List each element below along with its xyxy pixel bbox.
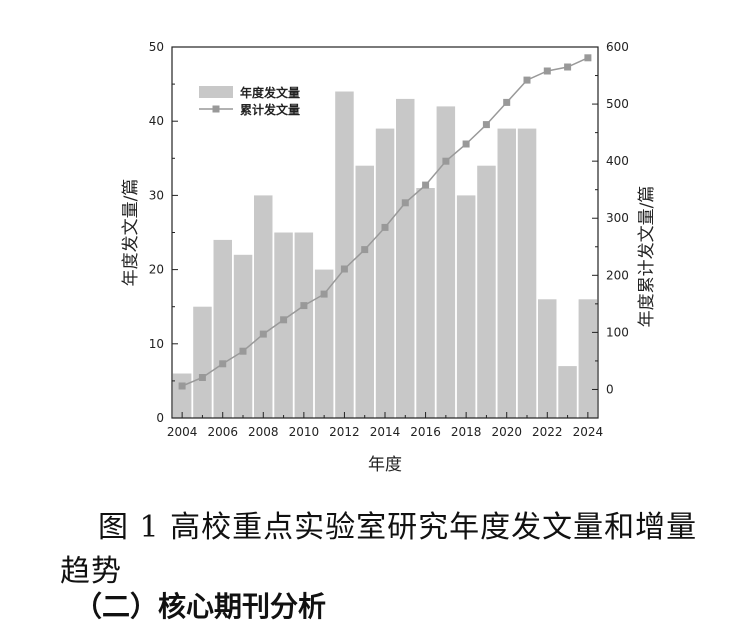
cumulative-point-2007: [239, 347, 247, 355]
bar-2013: [355, 165, 374, 418]
figure-caption: 图 1 高校重点实验室研究年度发文量和增量趋势: [60, 510, 698, 589]
bar-2018: [456, 195, 476, 418]
x-tick-label: 2012: [329, 425, 360, 439]
cumulative-point-2022: [543, 67, 551, 75]
x-tick-label: 2020: [491, 425, 522, 439]
cumulative-point-2005: [198, 374, 206, 381]
cumulative-point-2017: [442, 157, 450, 165]
cumulative-point-2009: [280, 316, 288, 324]
cumulative-point-2006: [219, 360, 227, 368]
cumulative-point-2019: [482, 121, 490, 129]
bar-2011: [314, 269, 334, 418]
bar-2004: [172, 373, 192, 418]
bar-2017: [436, 106, 456, 419]
cumulative-point-2014: [381, 223, 389, 231]
bar-2016: [416, 188, 435, 418]
bar-2020: [497, 128, 516, 418]
bar-2015: [396, 98, 415, 419]
x-tick-label: 2018: [451, 425, 482, 439]
right-y-tick-label: 400: [606, 154, 629, 168]
right-y-tick-label: 600: [606, 40, 629, 54]
cumulative-point-2015: [401, 199, 409, 207]
cumulative-point-2024: [584, 54, 592, 62]
next-section-heading: （二）核心期刊分析: [74, 590, 327, 623]
legend-line-label: 累计发文量: [240, 102, 300, 117]
cumulative-point-2004: [178, 382, 186, 390]
x-tick-label: 2006: [207, 425, 238, 439]
bar-2010: [294, 232, 314, 418]
cumulative-point-2020: [503, 98, 511, 106]
right-y-tick-label: 300: [606, 211, 629, 225]
right-y-axis-title: 年度累计发文量/篇: [637, 186, 657, 328]
left-y-tick-label: 50: [149, 40, 164, 54]
right-y-tick-label: 200: [606, 268, 629, 282]
legend-bar-swatch: [199, 86, 233, 98]
cumulative-point-2008: [259, 330, 267, 338]
left-y-tick-label: 0: [156, 411, 164, 425]
bar-2024: [578, 299, 598, 418]
cumulative-point-2011: [320, 290, 328, 298]
bar-2014: [375, 128, 395, 418]
right-y-tick-label: 100: [606, 325, 629, 339]
right-y-tick-label: 500: [606, 97, 629, 111]
x-tick-label: 2014: [370, 425, 401, 439]
bar-2007: [233, 254, 253, 418]
x-tick-label: 2010: [289, 425, 320, 439]
left-y-tick-label: 40: [149, 114, 164, 128]
cumulative-point-2012: [340, 265, 348, 273]
x-tick-label: 2008: [248, 425, 279, 439]
cumulative-point-2010: [300, 302, 308, 310]
cumulative-point-2021: [523, 76, 531, 84]
bar-2006: [213, 239, 232, 418]
legend-bar-label: 年度发文量: [240, 85, 300, 100]
bar-2012: [335, 91, 354, 418]
bar-2023: [558, 366, 577, 418]
left-y-tick-label: 10: [149, 337, 164, 351]
bar-2008: [254, 195, 273, 418]
cumulative-point-2018: [462, 140, 470, 148]
x-axis-title: 年度: [368, 455, 402, 475]
bar-2021: [517, 128, 537, 418]
cumulative-point-2013: [361, 246, 369, 254]
x-tick-label: 2024: [573, 425, 604, 439]
bar-2005: [193, 306, 212, 418]
x-tick-label: 2004: [167, 425, 198, 439]
cumulative-point-2023: [564, 63, 572, 71]
bar-2019: [477, 165, 496, 418]
cumulative-line-layer: [178, 54, 592, 390]
x-tick-label: 2016: [410, 425, 441, 439]
left-y-axis-title: 年度发文量/篇: [121, 179, 141, 287]
cumulative-point-2016: [422, 181, 430, 189]
bars-layer: [172, 91, 598, 419]
bar-2009: [274, 232, 293, 418]
legend-line-marker: [212, 105, 220, 113]
bar-2022: [538, 299, 557, 418]
x-tick-label: 2022: [532, 425, 563, 439]
left-y-tick-label: 20: [149, 263, 164, 277]
left-y-tick-label: 30: [149, 188, 164, 202]
right-y-tick-label: 0: [606, 382, 614, 396]
